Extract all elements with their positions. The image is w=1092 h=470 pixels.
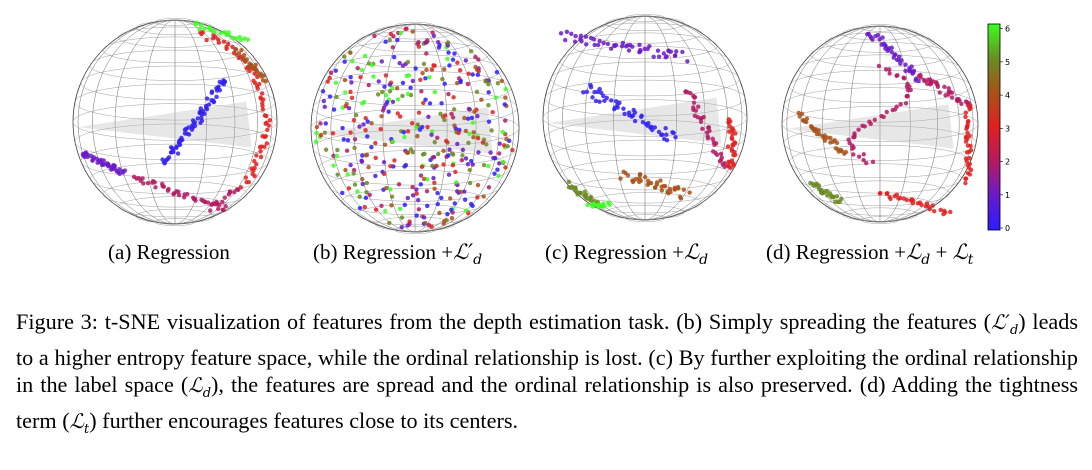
sphere-plot-a	[72, 18, 278, 226]
figure-panels: 0 1 2 3 4 5 6	[72, 14, 1010, 234]
colorbar-tick-label: 4	[1005, 91, 1010, 100]
subcaption-d: (d) Regression +ℒd + ℒt	[766, 240, 974, 269]
sphere-plot-b	[310, 22, 520, 234]
colorbar-tick-label: 1	[1005, 191, 1010, 200]
subcaption-b: (b) Regression +ℒ′d	[313, 240, 483, 269]
colorbar: 0 1 2 3 4 5 6	[987, 23, 1010, 233]
colorbar-tick-label: 5	[1005, 58, 1010, 67]
colorbar-tick-label: 0	[1005, 224, 1010, 233]
sphere-plot-d	[781, 24, 979, 224]
subcaption-a: (a) Regression	[108, 240, 230, 264]
colorbar-tick-label: 2	[1005, 158, 1010, 167]
colorbar-tick-label: 3	[1005, 124, 1010, 133]
colorbar-tick-label: 6	[1005, 25, 1010, 34]
figure-caption: Figure 3: t-SNE visualization of feature…	[16, 309, 1078, 437]
sphere-plot-c	[542, 14, 748, 222]
subcaption-c: (c) Regression +ℒd	[545, 240, 709, 269]
